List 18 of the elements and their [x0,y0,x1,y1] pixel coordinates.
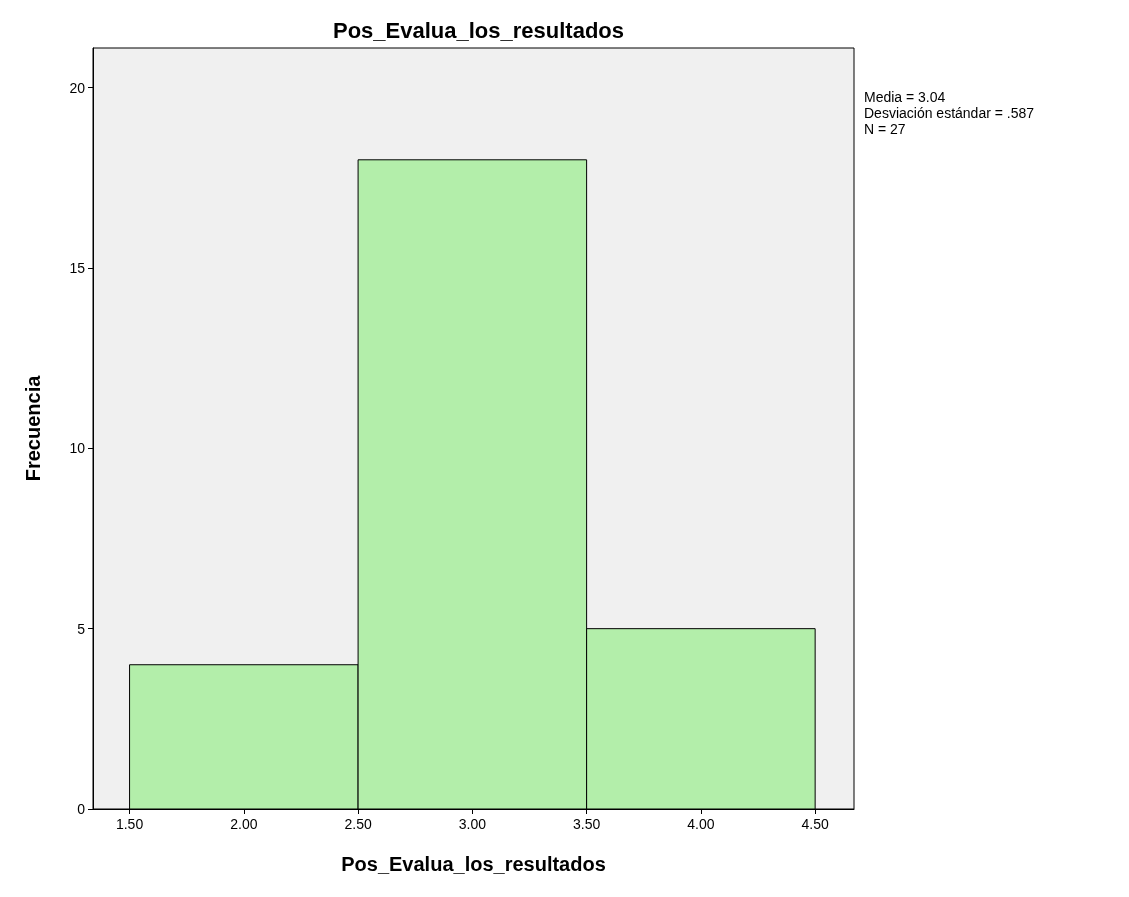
y-tick-label: 15 [69,260,86,276]
text: N = 27 [864,121,906,137]
x-tick-label: 4.00 [687,816,715,832]
x-axis-title: Pos_Evalua_los_resultados [341,853,606,875]
y-tick-label: 0 [77,801,86,817]
x-tick-label: 1.50 [115,816,144,832]
text: Media = 3.04 [864,89,946,105]
y-tick-label: 5 [77,620,86,637]
x-tick-label: 2.00 [230,816,258,832]
x-tick-label: 3.00 [458,816,487,832]
chart-title: Pos_Evalua_los_resultados [332,17,625,43]
y-tick-label: 10 [69,440,86,457]
x-tick-label: 3.50 [573,816,601,832]
x-tick-label: 2.50 [344,816,372,832]
y-tick-label: 20 [69,79,86,96]
x-tick-label: 4.50 [801,816,829,832]
text: Desviación estándar = .587 [864,105,1035,121]
y-axis-title: Frecuencia [22,374,44,482]
